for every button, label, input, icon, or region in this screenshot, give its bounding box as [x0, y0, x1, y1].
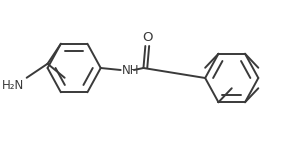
Text: NH: NH	[122, 64, 139, 77]
Text: O: O	[142, 31, 153, 44]
Text: H₂N: H₂N	[2, 79, 24, 92]
